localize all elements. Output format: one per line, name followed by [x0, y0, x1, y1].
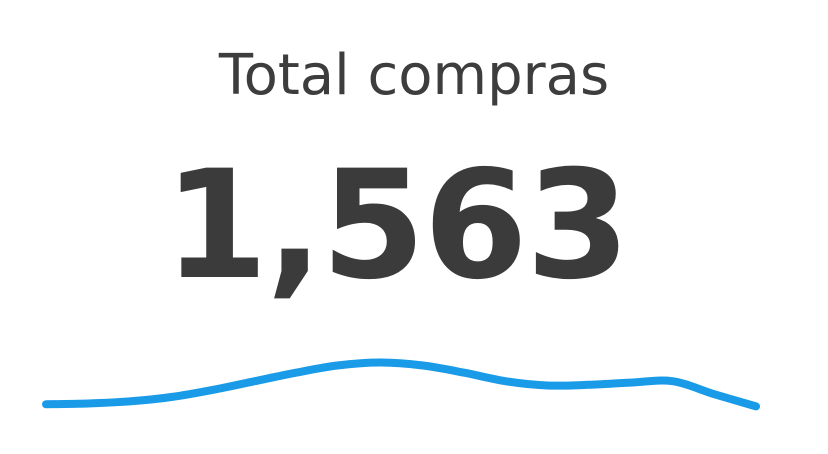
kpi-title: Total compras: [218, 43, 610, 108]
sparkline-line: [42, 358, 760, 411]
kpi-value: 1,563: [163, 139, 630, 313]
